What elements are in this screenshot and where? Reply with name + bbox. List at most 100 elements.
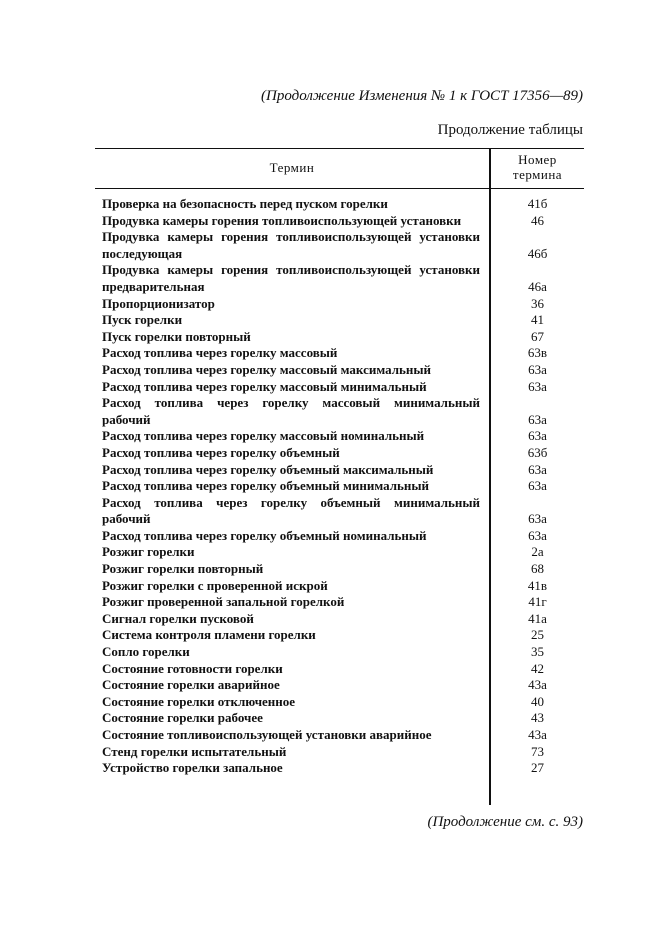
table-row: Расход топлива через горелку массовый ма… <box>102 362 584 379</box>
term-number: 67 <box>531 328 544 344</box>
term-text: Продувка камеры горения топливоиспользую… <box>102 229 480 245</box>
table-row: Расход топлива через горелку объемный но… <box>102 528 584 545</box>
table-row: Сопло горелки 35 <box>102 644 584 661</box>
table-row: Проверка на безопасность перед пуском го… <box>102 196 584 213</box>
table-top-rule <box>95 148 584 149</box>
table-row: Устройство горелки запальное 27 <box>102 760 584 777</box>
term-text: Система контроля пламени горелки <box>102 627 316 643</box>
term-number: 63б <box>527 444 548 460</box>
table-row: Розжиг проверенной запальной горелкой 41г <box>102 594 584 611</box>
table-row: Расход топлива через горелку массовый 63в <box>102 345 584 362</box>
table-row: Стенд горелки испытательный 73 <box>102 744 584 761</box>
terms-table: Термин Номер термина Проверка на безопас… <box>95 148 584 808</box>
table-row: Состояние готовности горелки 42 <box>102 661 584 678</box>
table-row: Расход топлива через горелку объемный 63б <box>102 445 584 462</box>
term-text: Состояние горелки аварийное <box>102 677 280 693</box>
term-number: 41 <box>531 312 544 328</box>
term-text: Расход топлива через горелку массовый ми… <box>102 395 480 411</box>
table-row: Расход топлива через горелку объемный ми… <box>102 478 584 495</box>
term-text: Расход топлива через горелку массовый ма… <box>102 361 432 377</box>
column-divider <box>489 148 491 805</box>
term-text: последующая <box>102 245 183 261</box>
table-row: Розжиг горелки повторный 68 <box>102 561 584 578</box>
term-number: 43 <box>531 710 544 726</box>
term-number: 46б <box>527 245 548 261</box>
table-row: Расход топлива через горелку массовый но… <box>102 428 584 445</box>
term-number: 63а <box>528 527 547 543</box>
column-header-number-line1: Номер <box>518 152 557 167</box>
table-row: Продувка камеры горения топливоиспользую… <box>102 213 584 230</box>
term-number: 63а <box>528 411 547 427</box>
term-number: 41а <box>528 610 547 626</box>
column-header-number-line2: термина <box>512 167 563 182</box>
column-header-term: Термин <box>269 160 315 175</box>
term-text: рабочий <box>102 511 151 527</box>
term-text: Состояние горелки отключенное <box>102 693 296 709</box>
term-text: Расход топлива через горелку массовый ми… <box>102 378 427 394</box>
table-header-rule <box>95 188 584 189</box>
table-row: Состояние горелки аварийное 43а <box>102 677 584 694</box>
term-number: 63а <box>528 378 547 394</box>
table-row: Розжиг горелки с проверенной искрой 41в <box>102 578 584 595</box>
term-text: Расход топлива через горелку объемный <box>102 444 340 460</box>
term-text: Расход топлива через горелку объемный ми… <box>102 494 480 510</box>
table-row: Состояние горелки рабочее 43 <box>102 710 584 727</box>
table-caption: Продолжение таблицы <box>437 122 583 138</box>
table-row: Сигнал горелки пусковой 41а <box>102 611 584 628</box>
table-row: Состояние топливоиспользующей установки … <box>102 727 584 744</box>
term-text: Розжиг горелки повторный <box>102 561 264 577</box>
term-number: 63а <box>528 511 547 527</box>
table-row: Розжиг горелки 2а <box>102 544 584 561</box>
term-number: 2а <box>531 544 544 560</box>
term-number: 63а <box>528 478 547 494</box>
term-text: Стенд горелки испытательный <box>102 743 287 759</box>
table-row: Пуск горелки 41 <box>102 312 584 329</box>
term-number: 41в <box>527 577 548 593</box>
term-number: 42 <box>531 660 544 676</box>
table-row: Расход топлива через горелку массовый ми… <box>102 379 584 396</box>
table-row: Пуск горелки повторный 67 <box>102 329 584 346</box>
term-number: 46 <box>531 212 544 228</box>
term-text: Пуск горелки <box>102 312 183 328</box>
term-text: предварительная <box>102 278 205 294</box>
term-text: Устройство горелки запальное <box>102 760 283 776</box>
term-text: Розжиг проверенной запальной горелкой <box>102 594 345 610</box>
table-row: Расход топлива через горелку объемный ми… <box>102 495 584 528</box>
term-text: Сопло горелки <box>102 644 190 660</box>
table-row: Состояние горелки отключенное 40 <box>102 694 584 711</box>
term-text: Расход топлива через горелку массовый но… <box>102 428 425 444</box>
term-text: Продувка камеры горения топливоиспользую… <box>102 212 462 228</box>
table-row: Расход топлива через горелку массовый ми… <box>102 395 584 428</box>
term-number: 43а <box>528 677 547 693</box>
term-number: 40 <box>531 693 544 709</box>
term-number: 73 <box>531 743 544 759</box>
term-text: Расход топлива через горелку объемный но… <box>102 527 427 543</box>
term-text: Состояние горелки рабочее <box>102 710 263 726</box>
term-text: Проверка на безопасность перед пуском го… <box>102 196 388 211</box>
term-text: рабочий <box>102 411 151 427</box>
term-text: Состояние топливоиспользующей установки … <box>102 727 432 742</box>
term-number: 63а <box>528 361 547 377</box>
term-text: Пропорционизатор <box>102 295 215 311</box>
term-number: 68 <box>531 561 544 577</box>
table-row: Пропорционизатор 36 <box>102 296 584 313</box>
term-text: Состояние готовности горелки <box>102 660 283 676</box>
term-number: 41б <box>527 196 548 211</box>
term-number: 36 <box>531 295 544 311</box>
term-number: 63в <box>527 345 548 361</box>
term-text: Пуск горелки повторный <box>102 328 251 344</box>
term-number: 63а <box>528 428 547 444</box>
term-text: Расход топлива через горелку объемный ми… <box>102 478 430 494</box>
running-header: (Продолжение Изменения № 1 к ГОСТ 17356—… <box>261 88 583 104</box>
table-row: Продувка камеры горения топливоиспользую… <box>102 229 584 262</box>
term-text: Розжиг горелки с проверенной искрой <box>102 577 328 593</box>
term-number: 35 <box>531 644 544 660</box>
continuation-note: (Продолжение см. с. 93) <box>427 814 583 830</box>
term-number: 41г <box>528 594 547 610</box>
table-row: Расход топлива через горелку объемный ма… <box>102 462 584 479</box>
table-row: Продувка камеры горения топливоиспользую… <box>102 262 584 295</box>
term-number: 25 <box>531 627 544 643</box>
table-row: Система контроля пламени горелки 25 <box>102 627 584 644</box>
term-text: Расход топлива через горелку объемный ма… <box>102 461 434 477</box>
term-text: Розжиг горелки <box>102 544 195 560</box>
